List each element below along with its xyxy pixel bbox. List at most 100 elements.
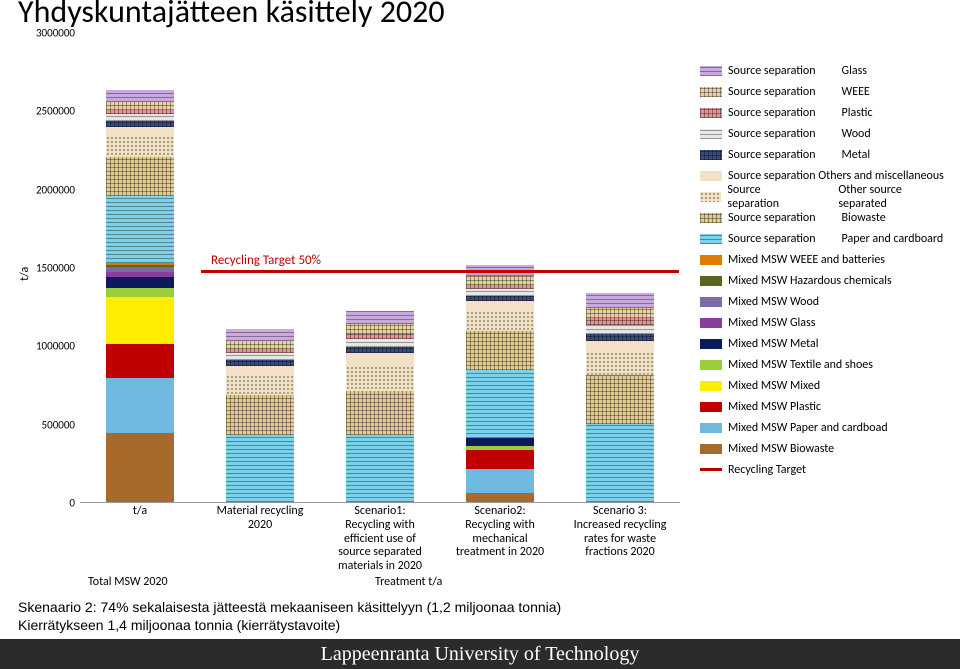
- legend-item: Mixed MSW Glass: [700, 312, 950, 333]
- bar-segment: [226, 375, 294, 395]
- page-title: Yhdyskuntajätteen käsittely 2020: [18, 0, 445, 31]
- legend-item: Mixed MSW Metal: [700, 333, 950, 354]
- bar-segment: [106, 272, 174, 277]
- legend-label: Source separation: [728, 211, 816, 225]
- bar-segment: [106, 102, 174, 111]
- description-line2: Kierrätykseen 1,4 miljoonaa tonnia (kier…: [18, 617, 340, 633]
- legend-item: Mixed MSW Wood: [700, 291, 950, 312]
- bar-segment: [226, 329, 294, 341]
- bar-segment: [106, 114, 174, 121]
- legend-swatch: [700, 381, 722, 391]
- legend-label2: Glass: [842, 64, 867, 78]
- y-tick: 1000000: [30, 340, 75, 353]
- bar-segment: [586, 308, 654, 318]
- legend-label2: Biowaste: [842, 211, 886, 225]
- legend-item: Mixed MSW Hazardous chemicals: [700, 270, 950, 291]
- legend-swatch: [700, 339, 722, 349]
- legend-swatch: [700, 402, 722, 412]
- legend-label: Source separation: [728, 127, 816, 141]
- bar-segment: [466, 450, 534, 469]
- legend-item: Mixed MSW Paper and cardboad: [700, 417, 950, 438]
- legend-item: Source separationPlastic: [700, 102, 950, 123]
- legend-label: Mixed MSW Glass: [728, 316, 815, 330]
- legend-swatch: [700, 213, 722, 223]
- legend-swatch: [700, 108, 722, 118]
- bar-segment: [346, 353, 414, 366]
- legend-label: Mixed MSW Paper and cardboad: [728, 421, 888, 435]
- legend-item: Recycling Target: [700, 459, 950, 480]
- legend-label: Source separation: [728, 148, 816, 162]
- legend-label: Source separation: [727, 183, 812, 211]
- bar-segment: [466, 370, 534, 437]
- legend-label: Mixed MSW Plastic: [728, 400, 821, 414]
- legend-swatch: [700, 255, 722, 265]
- bar-segment: [106, 127, 174, 136]
- bar-segment: [346, 311, 414, 324]
- bar-segment: [346, 366, 414, 391]
- x-label: t/a: [91, 505, 189, 519]
- legend-item: Mixed MSW Textile and shoes: [700, 354, 950, 375]
- bar-segment: [466, 331, 534, 370]
- bar-segment: [466, 446, 534, 451]
- bar-segment: [466, 285, 534, 289]
- chart: t/a 050000010000001500000200000025000003…: [30, 33, 680, 528]
- x-label: Scenario2: Recycling with mechanical tre…: [451, 505, 549, 560]
- legend-swatch: [700, 234, 722, 244]
- legend-item: Source separationWood: [700, 123, 950, 144]
- legend-swatch: [700, 192, 721, 202]
- legend-label2: Other source separated: [838, 183, 950, 211]
- legend-label: Source separation Others and miscellaneo…: [728, 169, 944, 183]
- legend-label2: Paper and cardboard: [842, 232, 944, 246]
- bar-segment: [466, 296, 534, 301]
- bar-segment: [106, 136, 174, 156]
- bar-segment: [106, 288, 174, 297]
- bar-segment: [226, 435, 294, 502]
- bar-segment: [586, 375, 654, 424]
- legend-label: Mixed MSW Textile and shoes: [728, 358, 873, 372]
- legend-swatch: [700, 87, 722, 97]
- y-tick: 500000: [30, 418, 75, 431]
- legend-swatch: [700, 150, 722, 160]
- bar-segment: [346, 347, 414, 353]
- recycling-target-label: Recycling Target 50%: [211, 253, 321, 268]
- legend-swatch: [700, 318, 722, 328]
- bar-segment: [106, 277, 174, 288]
- bar-segment: [106, 265, 174, 267]
- legend-label: Mixed MSW Wood: [728, 295, 819, 309]
- bar-segment: [106, 297, 174, 344]
- bar-segment: [586, 334, 654, 341]
- sub-row-left: Total MSW 2020: [88, 575, 168, 589]
- description: Skenaario 2: 74% sekalaisesta jätteestä …: [18, 598, 561, 634]
- bar-segment: [346, 339, 414, 347]
- bar-segment: [466, 493, 534, 502]
- legend-swatch: [700, 468, 722, 471]
- legend-label: Source separation: [728, 232, 816, 246]
- legend-label2: WEEE: [842, 85, 870, 99]
- bar-segment: [586, 318, 654, 325]
- y-tick: 2500000: [30, 105, 75, 118]
- bar-segment: [106, 378, 174, 433]
- legend-label2: Plastic: [842, 106, 873, 120]
- footer: Lappeenranta University of Technology: [0, 639, 960, 669]
- bar-segment: [346, 324, 414, 333]
- bar-segment: [106, 433, 174, 502]
- bar-segment: [226, 360, 294, 365]
- legend-swatch: [700, 66, 722, 76]
- bar-segment: [466, 276, 534, 285]
- bar-segment: [106, 344, 174, 378]
- legend-swatch: [700, 171, 722, 181]
- bar-segment: [586, 352, 654, 376]
- legend-swatch: [700, 423, 722, 433]
- plot-area: 0500000100000015000002000000250000030000…: [80, 33, 680, 503]
- legend-item: Source separationGlass: [700, 60, 950, 81]
- y-tick: 3000000: [30, 27, 75, 40]
- recycling-target-line: [201, 270, 679, 273]
- bar-segment: [346, 435, 414, 502]
- bar-segment: [586, 293, 654, 308]
- x-label: Scenario 3: Increased recycling rates fo…: [571, 505, 669, 560]
- legend-label: Mixed MSW Hazardous chemicals: [728, 274, 892, 288]
- x-label: Scenario1: Recycling with efficient use …: [331, 505, 429, 574]
- y-tick: 0: [30, 497, 75, 510]
- legend-swatch: [700, 297, 722, 307]
- bar-segment: [106, 110, 174, 114]
